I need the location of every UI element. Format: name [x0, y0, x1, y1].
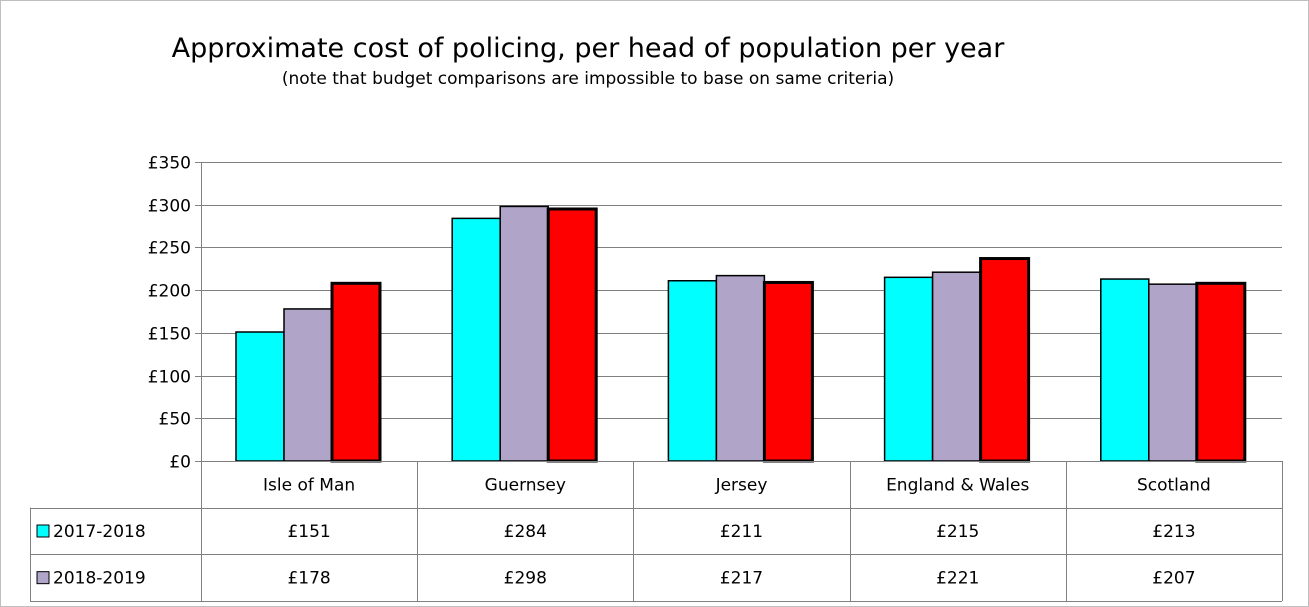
- data-label: £151: [287, 522, 330, 542]
- data-label: £215: [936, 522, 979, 542]
- axes: £0 £50 £100 £150 £200 £250 £300 £350: [148, 154, 202, 601]
- bar: [979, 257, 1031, 463]
- bar: [715, 274, 766, 462]
- bar: [546, 207, 598, 463]
- data-label: £211: [720, 522, 763, 542]
- bars: [235, 205, 1247, 463]
- bar: [1195, 281, 1247, 463]
- y-tick-label: £350: [148, 154, 191, 174]
- chart-title: Approximate cost of policing, per head o…: [172, 33, 1006, 64]
- y-tick-label: £250: [148, 239, 191, 259]
- bar: [1148, 283, 1198, 462]
- y-tick-label: £100: [148, 368, 191, 388]
- legend-key: [36, 524, 50, 538]
- category-label: Isle of Man: [263, 475, 355, 495]
- category-label: Guernsey: [485, 475, 566, 495]
- bar: [235, 331, 285, 462]
- data-label: £217: [720, 569, 763, 589]
- category-label: England & Wales: [886, 475, 1029, 495]
- data-table: Isle of Man Guernsey Jersey England & Wales…: [30, 461, 1283, 602]
- bar: [762, 280, 814, 463]
- legend-key: [36, 571, 50, 585]
- data-label: £213: [1152, 522, 1195, 542]
- bar: [499, 205, 549, 462]
- data-label: £298: [504, 569, 547, 589]
- bar: [330, 281, 382, 463]
- y-tick-label: £200: [148, 282, 191, 302]
- bar: [931, 271, 982, 462]
- y-tick-label: £150: [148, 325, 191, 345]
- series-name: 2018-2019: [53, 569, 146, 589]
- bar: [1100, 278, 1150, 462]
- bar: [283, 308, 333, 462]
- bar: [667, 279, 718, 462]
- y-tick-label: £0: [169, 453, 191, 473]
- data-label: £207: [1152, 569, 1195, 589]
- category-label: Jersey: [715, 475, 768, 495]
- data-label: £221: [936, 569, 979, 589]
- data-label: £178: [287, 569, 330, 589]
- bar: [451, 217, 501, 462]
- bar: [883, 276, 934, 462]
- y-tick-label: £300: [148, 197, 191, 217]
- chart-subtitle: (note that budget comparisons are imposs…: [282, 69, 894, 89]
- category-label: Scotland: [1137, 475, 1211, 495]
- data-label: £284: [504, 522, 547, 542]
- series-name: 2017-2018: [53, 522, 146, 542]
- y-tick-label: £50: [159, 410, 191, 430]
